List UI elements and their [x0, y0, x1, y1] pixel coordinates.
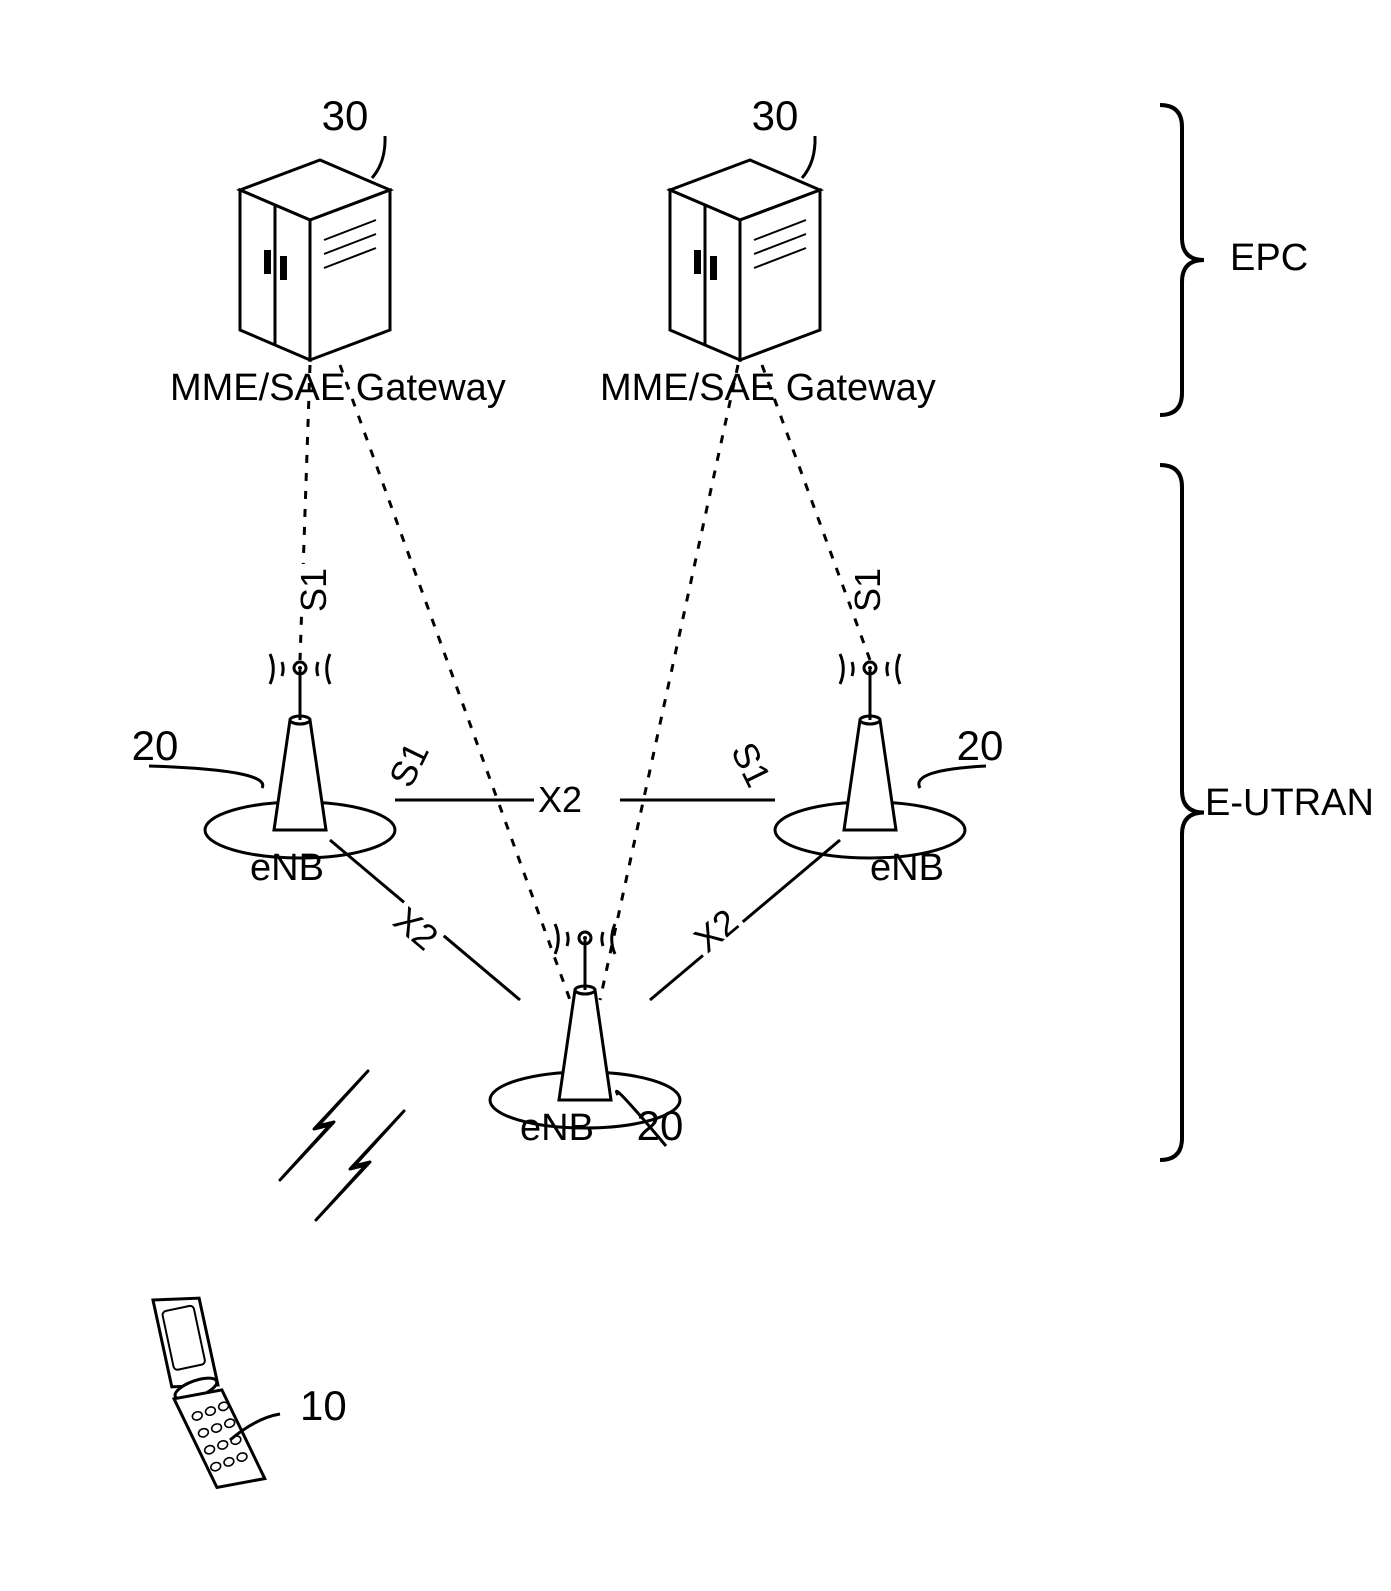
ref-label: 30 [322, 92, 369, 139]
enb-caption: eNB [250, 847, 324, 889]
link-label: X2 [538, 779, 582, 820]
gateway-caption: MME/SAE Gateway [170, 367, 506, 409]
leader-line [149, 766, 263, 788]
section-label: EPC [1230, 237, 1308, 279]
link-label: S1 [723, 736, 779, 794]
enb-icon [775, 654, 965, 858]
link-label: X2 [386, 899, 446, 959]
leader-line [802, 136, 815, 178]
ref-label: 20 [957, 722, 1004, 769]
section-label: E-UTRAN [1205, 782, 1374, 824]
radio-link-icon [280, 1071, 404, 1220]
ref-label: 20 [132, 722, 179, 769]
gateway-caption: MME/SAE Gateway [600, 367, 936, 409]
x2-link [650, 840, 840, 1000]
enb-icon [205, 654, 395, 858]
server-icon [240, 160, 390, 360]
server-icon [670, 160, 820, 360]
link-label: S1 [293, 568, 334, 612]
s1-link [340, 365, 570, 1000]
link-label: S1 [847, 568, 888, 612]
leader-line [372, 136, 385, 178]
enb-caption: eNB [870, 847, 944, 889]
brace-icon [1160, 465, 1204, 1160]
ref-label: 10 [300, 1382, 347, 1429]
brace-icon [1160, 105, 1204, 415]
ref-label: 20 [637, 1102, 684, 1149]
phone-icon [140, 1285, 265, 1498]
ref-label: 30 [752, 92, 799, 139]
link-label: S1 [381, 736, 437, 794]
link-label: X2 [686, 901, 746, 961]
leader-line [919, 766, 986, 788]
enb-caption: eNB [520, 1107, 594, 1149]
enb-icon [490, 924, 680, 1128]
